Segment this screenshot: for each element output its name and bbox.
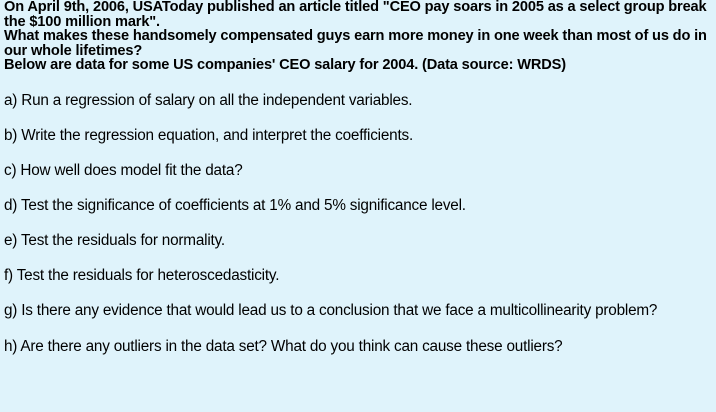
question-e: e) Test the residuals for normality. <box>4 231 225 249</box>
question-f: f) Test the residuals for heteroscedasti… <box>4 266 280 284</box>
question-list: a) Run a regression of salary on all the… <box>4 91 716 355</box>
question-b: b) Write the regression equation, and in… <box>4 126 414 144</box>
intro-section: On April 9th, 2006, USAToday published a… <box>4 0 716 73</box>
intro-question-line: What makes these handsomely compensated … <box>4 28 711 59</box>
question-d: d) Test the significance of coefficients… <box>4 196 466 214</box>
question-a: a) Run a regression of salary on all the… <box>4 91 413 109</box>
intro-data-source-line: Below are data for some US companies' CE… <box>4 57 566 73</box>
question-c: c) How well does model fit the data? <box>4 161 243 179</box>
question-h: h) Are there any outliers in the data se… <box>4 337 563 355</box>
question-g: g) Is there any evidence that would lead… <box>4 301 658 319</box>
intro-article-line: On April 9th, 2006, USAToday published a… <box>4 0 711 30</box>
